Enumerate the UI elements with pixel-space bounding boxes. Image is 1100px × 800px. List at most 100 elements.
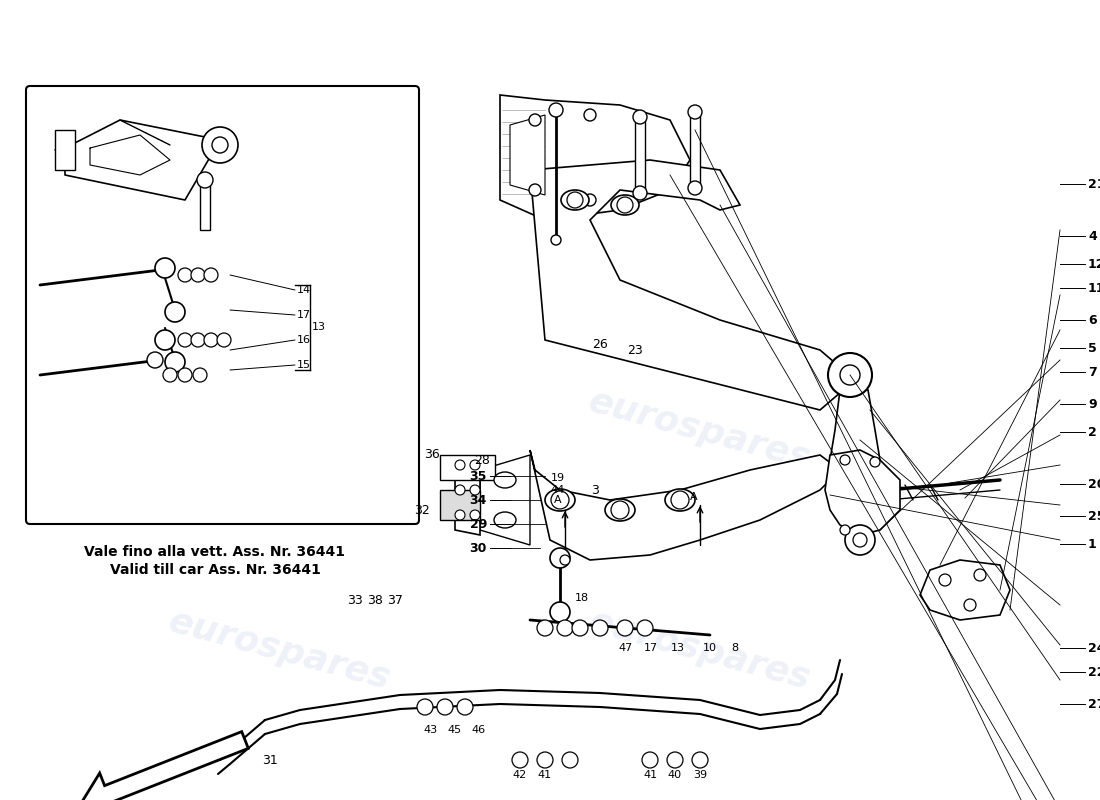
Circle shape [939,574,952,586]
Circle shape [456,699,473,715]
Text: 27: 27 [1088,698,1100,710]
Text: eurospares: eurospares [585,604,815,696]
Circle shape [550,548,570,568]
Text: A: A [554,495,562,505]
Text: A: A [690,492,697,502]
Circle shape [549,103,563,117]
Circle shape [642,752,658,768]
Polygon shape [690,110,700,190]
Circle shape [617,197,632,213]
Circle shape [671,491,689,509]
Circle shape [557,620,573,636]
Text: 5: 5 [1088,342,1097,354]
Text: 13: 13 [671,643,685,653]
Circle shape [192,368,207,382]
Circle shape [197,172,213,188]
Circle shape [840,365,860,385]
Text: 40: 40 [668,770,682,780]
Polygon shape [510,115,544,195]
Text: 29: 29 [470,518,487,530]
Circle shape [592,620,608,636]
Text: 44: 44 [551,485,565,495]
Circle shape [974,569,986,581]
Text: eurospares: eurospares [585,384,815,476]
Text: 1: 1 [1088,538,1097,550]
Circle shape [417,699,433,715]
Circle shape [840,525,850,535]
Circle shape [845,525,875,555]
Text: 12: 12 [1088,258,1100,270]
Text: 19: 19 [551,473,565,483]
Circle shape [191,268,205,282]
Circle shape [572,620,588,636]
Circle shape [632,186,647,200]
Circle shape [566,192,583,208]
Circle shape [667,752,683,768]
Text: Valid till car Ass. Nr. 36441: Valid till car Ass. Nr. 36441 [110,563,320,577]
Polygon shape [635,115,645,195]
Circle shape [437,699,453,715]
Circle shape [550,602,570,622]
Circle shape [537,620,553,636]
Circle shape [165,302,185,322]
Text: 31: 31 [262,754,278,766]
Circle shape [584,194,596,206]
Text: 36: 36 [425,449,440,462]
Circle shape [551,235,561,245]
Circle shape [828,353,872,397]
Text: 8: 8 [732,643,738,653]
Circle shape [529,184,541,196]
Text: 4: 4 [1088,230,1097,242]
Text: 10: 10 [703,643,717,653]
Text: 23: 23 [627,343,642,357]
Ellipse shape [610,195,639,215]
Circle shape [217,333,231,347]
FancyArrow shape [80,732,249,800]
Text: 7: 7 [1088,366,1097,378]
Circle shape [551,491,569,509]
Text: 13: 13 [312,322,326,332]
Circle shape [191,333,205,347]
Text: 35: 35 [470,470,487,482]
Polygon shape [480,455,530,545]
Circle shape [610,501,629,519]
Circle shape [964,599,976,611]
Circle shape [870,457,880,467]
Polygon shape [55,130,75,170]
Text: Vale fino alla vett. Ass. Nr. 36441: Vale fino alla vett. Ass. Nr. 36441 [85,545,345,559]
Circle shape [562,752,578,768]
Circle shape [155,330,175,350]
Circle shape [178,333,192,347]
Text: 14: 14 [297,285,311,295]
Polygon shape [440,455,495,480]
Text: 20: 20 [1088,478,1100,490]
Text: 34: 34 [470,494,487,506]
Circle shape [692,752,708,768]
Text: 2: 2 [1088,426,1097,438]
Text: 15: 15 [297,360,311,370]
Text: 28: 28 [474,454,490,466]
Text: 33: 33 [348,594,363,606]
Circle shape [560,555,570,565]
Text: 30: 30 [470,542,487,554]
Circle shape [688,105,702,119]
Polygon shape [440,490,480,520]
Text: eurospares: eurospares [165,604,395,696]
Circle shape [617,620,632,636]
Ellipse shape [666,489,695,511]
Circle shape [470,485,480,495]
Circle shape [155,258,175,278]
Text: 9: 9 [1088,398,1097,410]
Circle shape [529,114,541,126]
FancyBboxPatch shape [26,86,419,524]
Polygon shape [530,160,855,410]
Circle shape [512,752,528,768]
Circle shape [204,333,218,347]
Text: 39: 39 [693,770,707,780]
Text: 11: 11 [1088,282,1100,294]
Circle shape [178,268,192,282]
Text: 41: 41 [642,770,657,780]
Text: 42: 42 [513,770,527,780]
Polygon shape [530,450,840,560]
Polygon shape [200,175,210,230]
